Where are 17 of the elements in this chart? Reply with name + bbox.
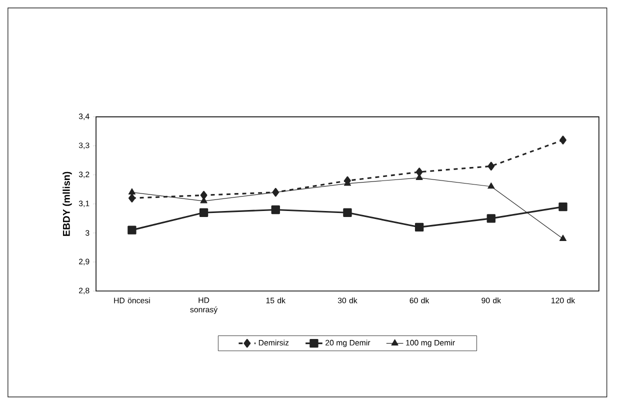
point <box>199 208 208 218</box>
point <box>558 202 568 212</box>
y-axis-title: EBDY (mllisn) <box>62 172 72 236</box>
point <box>559 234 567 241</box>
point <box>200 190 208 200</box>
point <box>343 208 352 218</box>
point <box>128 226 136 234</box>
point <box>560 136 566 144</box>
point <box>486 214 496 223</box>
point <box>128 194 136 203</box>
point <box>128 188 136 195</box>
point <box>488 162 495 171</box>
point <box>488 182 495 189</box>
point <box>272 188 280 197</box>
point <box>414 222 424 232</box>
point <box>271 205 280 214</box>
point <box>416 168 423 176</box>
